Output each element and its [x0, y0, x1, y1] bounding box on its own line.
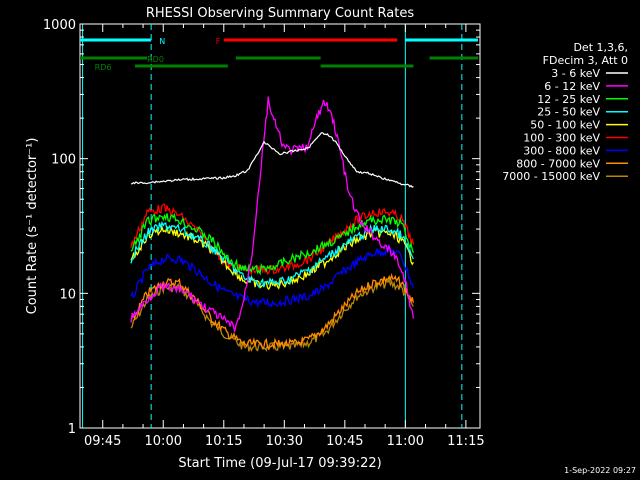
axes: 09:45 10:00 10:15 10:30 10:45 11:00 11:15 1 10 10… [43, 18, 485, 449]
y-tick-label-100: 100 [51, 153, 76, 168]
x-axis-label: Start Time (09-Jul-17 09:39:22) [178, 456, 381, 471]
series-line-800-7000-kev [130, 272, 415, 351]
series-line-50-100-kev [130, 224, 414, 291]
x-tick-label-1015: 10:15 [205, 434, 242, 449]
x-tick-label-1100: 11:00 [387, 434, 424, 449]
series-group [130, 96, 415, 353]
legend-label-7000-15000-kev: 7000 - 15000 keV [502, 170, 600, 183]
status-label-n: N [159, 37, 165, 46]
y-tick-label-1000: 1000 [43, 18, 76, 33]
series-line-3-6-kev [130, 132, 414, 188]
x-tick-label-1000: 10:00 [145, 434, 182, 449]
series-line-300-800-kev [130, 243, 415, 309]
series-line-6-12-kev [130, 96, 415, 332]
x-tick-label-1030: 10:30 [266, 434, 303, 449]
footer-timestamp: 1-Sep-2022 09:27 [564, 466, 636, 475]
x-tick-label-1115: 11:15 [447, 434, 484, 449]
series-line-12-25-kev [130, 212, 415, 276]
series-line-25-50-kev [130, 220, 414, 288]
legend-label-3-6-kev: 3 - 6 keV [551, 67, 600, 80]
status-label-rd0: RD0 [147, 55, 164, 64]
status-bars: N F RD0 RD6 [80, 37, 478, 72]
legend-label-50-100-kev: 50 - 100 keV [530, 119, 600, 132]
legend-label-25-50-kev: 25 - 50 keV [537, 106, 600, 119]
x-tick-label-1045: 10:45 [326, 434, 363, 449]
legend-header-2: FDecim 3, Att 0 [543, 54, 628, 67]
plot-frame [79, 23, 481, 429]
chart-title: RHESSI Observing Summary Count Rates [146, 6, 415, 21]
y-tick-label-10: 10 [59, 287, 76, 302]
legend-label-100-300-kev: 100 - 300 keV [523, 132, 600, 145]
legend-label-300-800-kev: 300 - 800 keV [523, 144, 600, 157]
legend-header-1: Det 1,3,6, [573, 41, 628, 54]
series-line-100-300-kev [130, 203, 415, 276]
y-tick-label-1: 1 [68, 422, 76, 437]
legend-label-12-25-kev: 12 - 25 keV [537, 93, 600, 106]
x-tick-label-0945: 09:45 [84, 434, 121, 449]
series-line-7000-15000-kev [130, 277, 414, 353]
legend-label-6-12-kev: 6 - 12 keV [544, 80, 600, 93]
status-label-f: F [216, 37, 221, 46]
legend-label-800-7000-kev: 800 - 7000 keV [516, 157, 600, 170]
y-axis-label: Count Rate (s⁻¹ detector⁻¹) [25, 138, 40, 315]
status-label-rd6: RD6 [95, 63, 112, 72]
